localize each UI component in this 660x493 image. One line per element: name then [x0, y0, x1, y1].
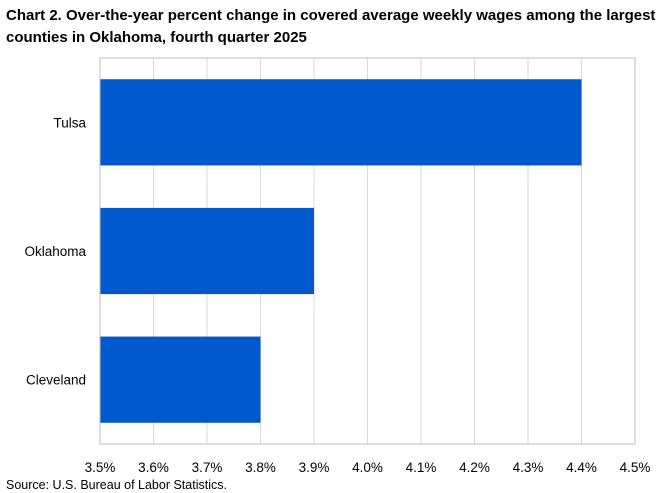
x-tick-label: 4.1%: [406, 460, 437, 475]
x-tick-label: 3.6%: [138, 460, 169, 475]
x-tick-label: 4.4%: [566, 460, 597, 475]
category-labels: Tulsa Oklahoma Cleveland: [24, 115, 86, 387]
x-tick-label: 4.5%: [620, 460, 651, 475]
category-label: Oklahoma: [24, 244, 86, 259]
bar-tulsa: [100, 79, 582, 166]
source-note: Source: U.S. Bureau of Labor Statistics.: [6, 478, 227, 492]
bar-oklahoma: [100, 207, 314, 295]
plot-area-border: [99, 57, 636, 445]
x-tick-label: 3.5%: [85, 460, 116, 475]
x-tick-label: 4.2%: [459, 460, 490, 475]
bar-cleveland: [100, 336, 261, 423]
category-label: Tulsa: [53, 115, 86, 130]
bars: [100, 79, 582, 423]
x-tick-label: 3.9%: [299, 460, 330, 475]
category-label: Cleveland: [26, 373, 86, 388]
x-tick-label: 4.0%: [352, 460, 383, 475]
x-tick-label: 4.3%: [513, 460, 544, 475]
chart-title: Chart 2. Over-the-year percent change in…: [6, 7, 656, 46]
x-tick-label: 3.8%: [245, 460, 276, 475]
x-tick-label: 3.7%: [192, 460, 223, 475]
x-tick-labels: 3.5% 3.6% 3.7% 3.8% 3.9% 4.0% 4.1% 4.2% 4.3% 4.4%…: [85, 460, 651, 475]
